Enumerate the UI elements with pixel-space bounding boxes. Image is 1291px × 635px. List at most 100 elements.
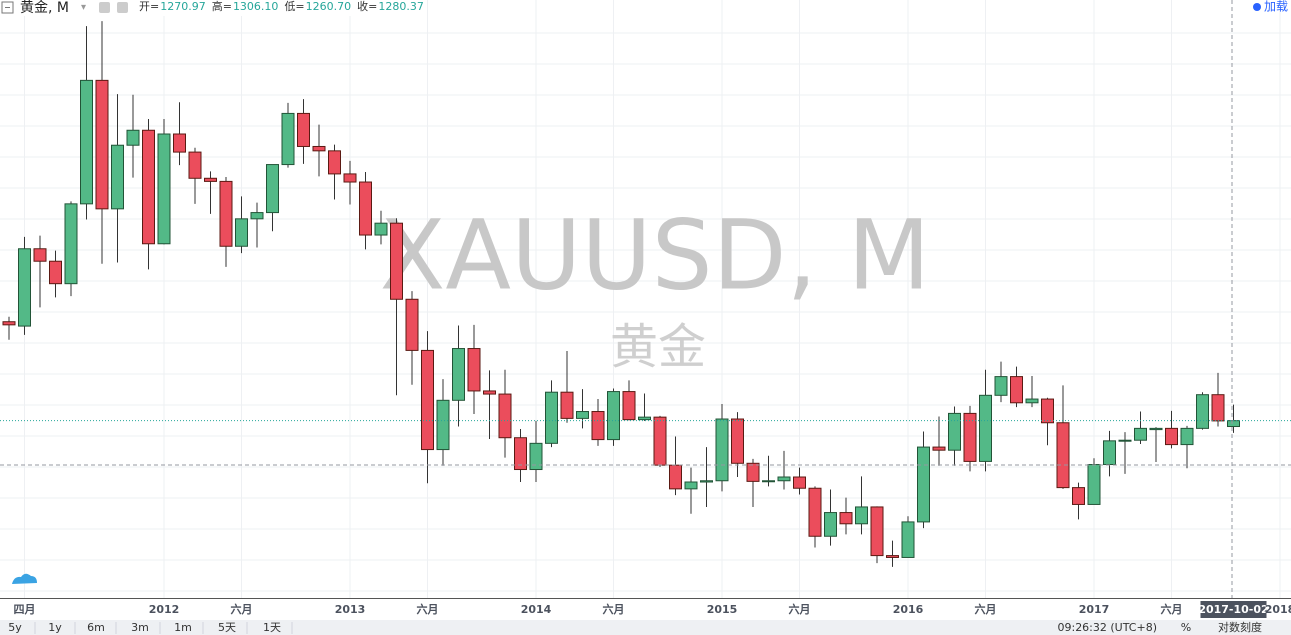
x-tick-label: 六月 — [975, 602, 997, 616]
dropdown-arrow[interactable]: ▾ — [81, 2, 86, 13]
candle-body — [762, 480, 775, 483]
x-tick-label: 六月 — [789, 602, 811, 616]
candle-body — [963, 412, 977, 462]
candle-body — [545, 391, 558, 444]
candle-body — [405, 298, 419, 351]
candle-body — [715, 418, 729, 482]
ohlc-value: 1260.70 — [306, 0, 352, 13]
candle-body — [560, 391, 574, 419]
candle-body — [250, 212, 264, 220]
candle-body — [80, 79, 93, 205]
candle-body — [793, 476, 806, 489]
crosshair-label-bg — [1200, 601, 1267, 618]
candle-body — [1010, 376, 1023, 404]
candle-body — [638, 416, 651, 421]
x-tick-label: 六月 — [417, 602, 439, 616]
ohlc-value: 1306.10 — [233, 0, 279, 13]
candle-body — [886, 555, 899, 558]
percent-toggle[interactable]: % — [1181, 621, 1191, 634]
range-button[interactable]: 3m — [131, 621, 149, 634]
x-tick-label: 2017 — [1079, 603, 1110, 616]
grid — [0, 0, 1291, 598]
candle-body — [343, 173, 357, 183]
candle-body — [390, 222, 403, 300]
candle-body — [111, 144, 124, 210]
candle-body — [467, 348, 481, 392]
range-button[interactable]: 1天 — [263, 621, 281, 634]
toolbar-items: 5y 1y 6m 3m 1m 5天 1天 09:26:32 (UTC+8)% 对数刻度 — [8, 620, 1262, 634]
candle-body — [359, 181, 372, 236]
range-button[interactable]: 5y — [8, 621, 22, 634]
candle-body — [436, 399, 450, 451]
ohlc-label: 收= — [357, 0, 377, 13]
load-dot — [1253, 3, 1261, 11]
candle-body — [1087, 464, 1101, 505]
collapse-button[interactable] — [1, 1, 14, 14]
eye-icon[interactable] — [99, 2, 110, 13]
candle-body — [839, 512, 853, 525]
logo[interactable] — [12, 573, 37, 584]
x-tick-label: 2018 — [1265, 603, 1291, 616]
candle-body — [576, 411, 589, 419]
load-button[interactable]: 加载 — [1264, 0, 1288, 14]
candle-body — [1056, 422, 1070, 489]
candle-body — [498, 393, 512, 439]
candle-body — [1211, 394, 1225, 422]
symbol[interactable]: 黄金, M — [20, 0, 69, 16]
candle-body — [731, 418, 744, 464]
ohlc-label: 开= — [139, 0, 159, 13]
candle-body — [855, 506, 868, 525]
log-toggle[interactable]: 对数刻度 — [1218, 620, 1262, 634]
candle-body — [18, 248, 31, 327]
ohlc-value: 1270.97 — [160, 0, 206, 13]
x-tick-label: 2015 — [707, 603, 738, 616]
watermark-subtitle: 黄金 — [610, 319, 706, 375]
settings-icon[interactable] — [117, 2, 128, 13]
clock: 09:26:32 (UTC+8) — [1057, 621, 1157, 634]
candle-body — [1180, 427, 1194, 446]
candle-body — [483, 390, 496, 395]
candle-body — [421, 349, 434, 451]
candle-body — [591, 411, 605, 441]
x-tick-label: 六月 — [231, 602, 253, 616]
ohlc-value: 1280.37 — [378, 0, 424, 13]
x-tick-label: 2012 — [149, 603, 180, 616]
candle-body — [948, 412, 961, 451]
x-tick-label: 2016 — [893, 603, 924, 616]
range-button[interactable]: 5天 — [218, 621, 236, 634]
ohlc-label: 高= — [212, 0, 232, 13]
candle-body — [653, 416, 667, 466]
x-tick-label: 六月 — [603, 602, 625, 616]
candle-body — [2, 321, 16, 326]
candle-body — [1165, 427, 1178, 446]
candle-body — [312, 145, 326, 152]
candle-body — [870, 506, 884, 557]
candle-body — [1149, 427, 1163, 431]
candle-body — [669, 464, 682, 490]
candle-body — [95, 79, 109, 210]
candle-body — [607, 391, 620, 441]
candle-body — [328, 150, 341, 175]
candle-body — [684, 481, 698, 490]
candle-body — [901, 521, 915, 558]
ohlc-values: 开= 1270.97 高= 1306.10 低= 1260.70 收= 1280.37 — [139, 0, 424, 13]
candle-body — [1041, 398, 1054, 424]
range-button[interactable]: 6m — [87, 621, 105, 634]
watermark: XAUUSD, M — [380, 199, 931, 311]
x-tick-label: 2013 — [335, 603, 366, 616]
x-tick-label: 四月 — [14, 603, 36, 616]
candle-body — [824, 512, 837, 537]
x-axis: 四月 2012 六月 2013 六月 2014 六月 2015 六月 2016 六月 2017 六月 20… — [14, 601, 1291, 618]
candle-body — [917, 446, 930, 523]
candle-body — [266, 164, 279, 214]
candle-body — [126, 129, 140, 146]
candles — [0, 21, 1291, 567]
candle-body — [188, 151, 202, 179]
range-button[interactable]: 1y — [48, 621, 62, 634]
candle-body — [622, 391, 636, 421]
candle-body — [64, 203, 78, 285]
candle-body — [1072, 487, 1085, 505]
candle-body — [529, 442, 543, 471]
range-button[interactable]: 1m — [174, 621, 192, 634]
candle-body — [33, 248, 47, 262]
